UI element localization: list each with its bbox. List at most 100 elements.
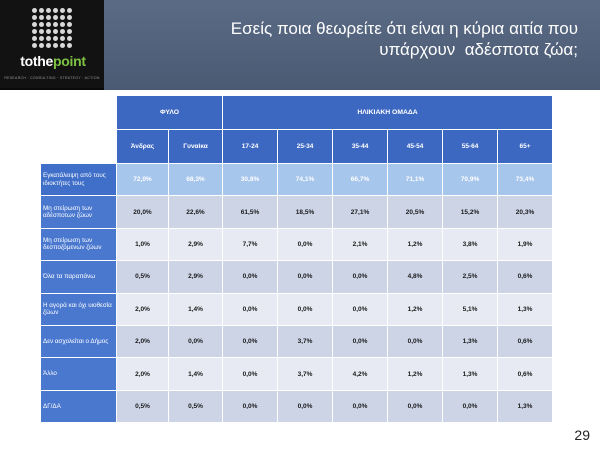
results-table-wrapper: ΦΥΛΟ ΗΛΙΚΙΑΚΗ ΟΜΑΔΑ Άνδρας Γυναίκα 17-24 25… xyxy=(40,95,554,424)
table-row: Μη στείρωση των δεσποζόμενων ζώων 1,0% 2,9… xyxy=(40,227,554,262)
table-cell: 0,5% xyxy=(167,389,224,424)
table-cell: 2,9% xyxy=(167,260,224,294)
logo-tagline: RESEARCH · CONSULTING · STRATEGY · ACTIO… xyxy=(4,76,100,80)
column-header: 55-64 xyxy=(442,129,499,164)
logo-wordmark: tothepoint xyxy=(20,53,86,69)
table-cell: 70,9% xyxy=(442,162,499,197)
table-cell: 0,0% xyxy=(222,260,279,294)
column-header: 65+ xyxy=(497,129,554,164)
table-cell: 30,8% xyxy=(222,162,279,197)
table-cell: 0,6% xyxy=(497,260,554,294)
table-cell: 0,0% xyxy=(387,324,444,359)
table-cell: 0,0% xyxy=(277,292,334,326)
table-cell: 0,0% xyxy=(222,357,279,391)
table-row: Άλλο 2,0% 1,4% 0,0% 3,7% 4,2% 1,2% 1,3% 0,6% xyxy=(40,357,554,391)
table-cell: 68,3% xyxy=(167,162,224,197)
table-row: Δεν ασχολείται ο Δήμος 2,0% 0,0% 0,0% 3,7% 0,… xyxy=(40,324,554,359)
table-cell: 1,3% xyxy=(442,324,499,359)
table-cell: 1,3% xyxy=(497,292,554,326)
table-cell: 0,0% xyxy=(167,324,224,359)
table-cell: 72,0% xyxy=(116,162,169,197)
header-band: tothepoint RESEARCH · CONSULTING · STRAT… xyxy=(0,0,600,90)
table-cell: 27,1% xyxy=(332,195,389,229)
table-cell: 66,7% xyxy=(332,162,389,197)
table-cell: 1,3% xyxy=(497,389,554,424)
column-header: 35-44 xyxy=(332,129,389,164)
table-cell: 3,7% xyxy=(277,357,334,391)
table-corner xyxy=(40,95,117,130)
table-cell: 0,0% xyxy=(277,260,334,294)
table-cell: 0,5% xyxy=(116,389,169,424)
row-label: Η αγορά και όχι υιοθεσία ζώων xyxy=(40,292,117,326)
row-label: Εγκατάλειψη από τους ιδιοκτήτες τους xyxy=(40,162,117,197)
table-cell: 0,0% xyxy=(332,260,389,294)
table-cell: 0,0% xyxy=(442,389,499,424)
row-label: Όλα τα παραπάνω xyxy=(40,260,117,294)
table-cell: 15,2% xyxy=(442,195,499,229)
table-cell: 2,5% xyxy=(442,260,499,294)
table-cell: 4,2% xyxy=(332,357,389,391)
page-number: 29 xyxy=(574,427,590,443)
table-cell: 4,8% xyxy=(387,260,444,294)
table-cell: 1,4% xyxy=(167,357,224,391)
column-header: 17-24 xyxy=(222,129,279,164)
table-cell: 71,1% xyxy=(387,162,444,197)
table-cell: 0,0% xyxy=(222,389,279,424)
column-header: 45-54 xyxy=(387,129,444,164)
column-header: 25-34 xyxy=(277,129,334,164)
table-cell: 0,0% xyxy=(332,324,389,359)
table-cell: 1,2% xyxy=(387,227,444,262)
table-cell: 0,0% xyxy=(332,389,389,424)
table-cell: 2,0% xyxy=(116,357,169,391)
table-cell: 2,9% xyxy=(167,227,224,262)
table-cell: 7,7% xyxy=(222,227,279,262)
row-label: Άλλο xyxy=(40,357,117,391)
table-cell: 0,5% xyxy=(116,260,169,294)
table-corner xyxy=(40,129,117,164)
table-cell: 73,4% xyxy=(497,162,554,197)
table-cell: 2,0% xyxy=(116,324,169,359)
table-cell: 2,1% xyxy=(332,227,389,262)
page-title: Εσείς ποια θεωρείτε ότι είναι η κύρια αι… xyxy=(118,18,578,60)
table-cell: 0,0% xyxy=(222,324,279,359)
column-header: Γυναίκα xyxy=(167,129,224,164)
table-row: ΔΓ/ΔΑ 0,5% 0,5% 0,0% 0,0% 0,0% 0,0% 0,0% 1,3% xyxy=(40,389,554,424)
row-label: Μη στείρωση των δεσποζόμενων ζώων xyxy=(40,227,117,262)
table-cell: 3,8% xyxy=(442,227,499,262)
row-label: Δεν ασχολείται ο Δήμος xyxy=(40,324,117,359)
table-cell: 0,0% xyxy=(387,389,444,424)
logo-dot-grid-icon xyxy=(32,8,72,48)
table-cell: 3,7% xyxy=(277,324,334,359)
table-cell: 1,4% xyxy=(167,292,224,326)
table-cell: 0,0% xyxy=(277,389,334,424)
group-header-gender: ΦΥΛΟ xyxy=(115,95,224,130)
group-header-age: ΗΛΙΚΙΑΚΗ ΟΜΑΔΑ xyxy=(222,95,554,130)
column-header: Άνδρας xyxy=(116,129,169,164)
table-cell: 0,0% xyxy=(222,292,279,326)
table-cell: 2,0% xyxy=(116,292,169,326)
table-cell: 0,6% xyxy=(497,324,554,359)
table-cell: 20,3% xyxy=(497,195,554,229)
table-cell: 1,2% xyxy=(387,357,444,391)
row-label: Μη στείρωση των αδέσποτων ζώων xyxy=(40,195,117,229)
table-row: Εγκατάλειψη από τους ιδιοκτήτες τους 72,0… xyxy=(40,162,554,197)
table-cell: 1,0% xyxy=(116,227,169,262)
table-cell: 1,3% xyxy=(442,357,499,391)
table-cell: 74,1% xyxy=(277,162,334,197)
table-row: Μη στείρωση των αδέσποτων ζώων 20,0% 22,6%… xyxy=(40,195,554,229)
table-cell: 1,9% xyxy=(497,227,554,262)
table-cell: 1,2% xyxy=(387,292,444,326)
title-line-1: Εσείς ποια θεωρείτε ότι είναι η κύρια αι… xyxy=(230,19,578,38)
table-cell: 18,5% xyxy=(277,195,334,229)
table-cell: 20,5% xyxy=(387,195,444,229)
table-cell: 20,0% xyxy=(116,195,169,229)
logo: tothepoint RESEARCH · CONSULTING · STRAT… xyxy=(0,0,104,90)
title-line-2: υπάρχουν αδέσποτα ζώα; xyxy=(379,40,578,59)
table-cell: 0,0% xyxy=(332,292,389,326)
table-cell: 5,1% xyxy=(442,292,499,326)
table-cell: 0,6% xyxy=(497,357,554,391)
table-cell: 22,6% xyxy=(167,195,224,229)
table-row: Όλα τα παραπάνω 0,5% 2,9% 0,0% 0,0% 0,0% 4,8% 2… xyxy=(40,260,554,294)
row-label: ΔΓ/ΔΑ xyxy=(40,389,117,424)
table-cell: 61,5% xyxy=(222,195,279,229)
